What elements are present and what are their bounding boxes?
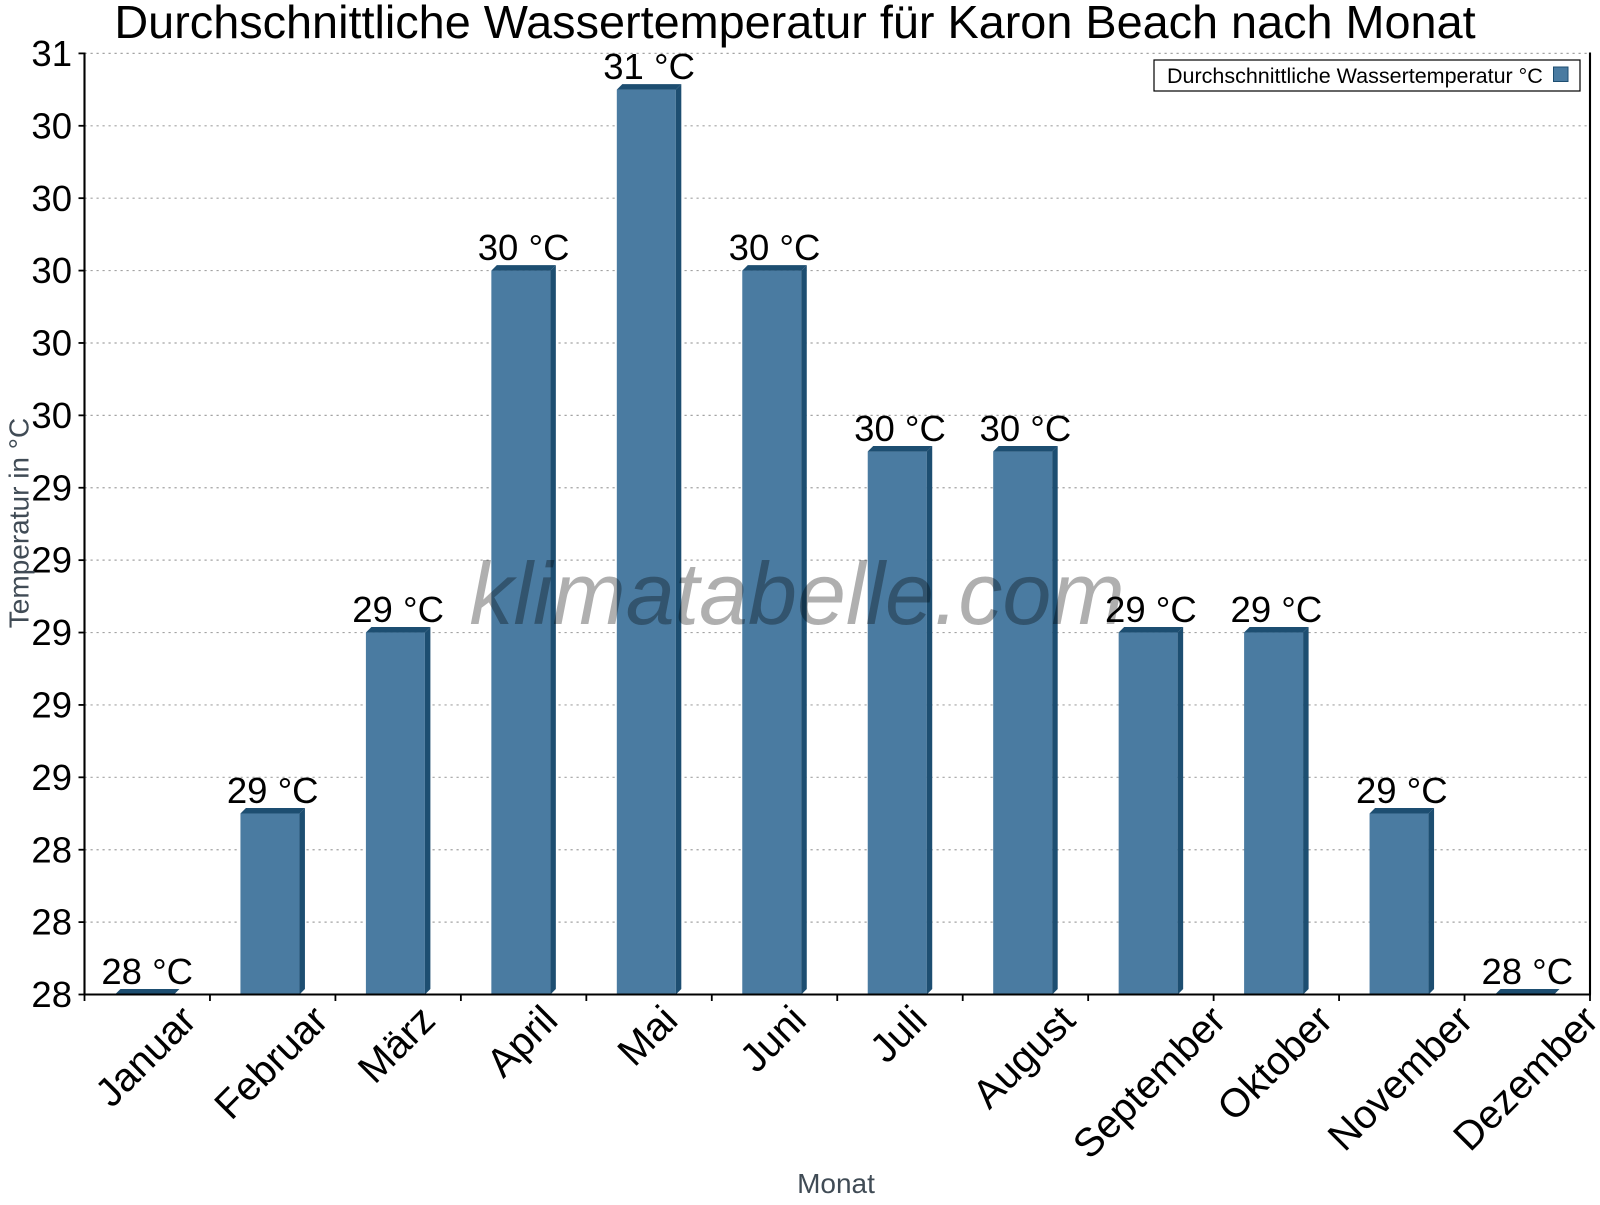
svg-text:klimatabelle.com: klimatabelle.com	[469, 544, 1124, 643]
svg-text:30 °C: 30 °C	[478, 227, 570, 268]
svg-text:29 °C: 29 °C	[1231, 589, 1323, 630]
svg-text:Temperatur in °C: Temperatur in °C	[4, 418, 35, 628]
svg-text:31 °C: 31 °C	[603, 46, 695, 87]
svg-text:29: 29	[31, 612, 72, 653]
svg-text:30: 30	[31, 395, 72, 436]
svg-text:28 °C: 28 °C	[1481, 951, 1573, 992]
svg-text:29 °C: 29 °C	[352, 589, 444, 630]
svg-text:28: 28	[31, 829, 72, 870]
svg-text:31: 31	[31, 33, 72, 74]
svg-text:30: 30	[31, 323, 72, 364]
svg-text:30: 30	[31, 105, 72, 146]
svg-text:Monat: Monat	[797, 1168, 875, 1199]
svg-text:29: 29	[31, 757, 72, 798]
svg-text:Durchschnittliche Wassertemper: Durchschnittliche Wassertemperatur °C	[1167, 64, 1543, 88]
svg-text:30: 30	[31, 250, 72, 291]
svg-text:Durchschnittliche Wassertemper: Durchschnittliche Wassertemperatur für K…	[114, 0, 1475, 48]
svg-text:29: 29	[31, 467, 72, 508]
svg-text:29: 29	[31, 540, 72, 581]
svg-text:28 °C: 28 °C	[101, 951, 193, 992]
svg-text:28: 28	[31, 974, 72, 1015]
svg-text:30 °C: 30 °C	[854, 408, 946, 449]
svg-text:28: 28	[31, 902, 72, 943]
svg-text:30 °C: 30 °C	[980, 408, 1072, 449]
svg-text:30 °C: 30 °C	[729, 227, 821, 268]
svg-text:30: 30	[31, 178, 72, 219]
svg-text:29 °C: 29 °C	[1356, 770, 1448, 811]
svg-text:29 °C: 29 °C	[1105, 589, 1197, 630]
svg-text:29 °C: 29 °C	[227, 770, 319, 811]
svg-text:29: 29	[31, 685, 72, 726]
